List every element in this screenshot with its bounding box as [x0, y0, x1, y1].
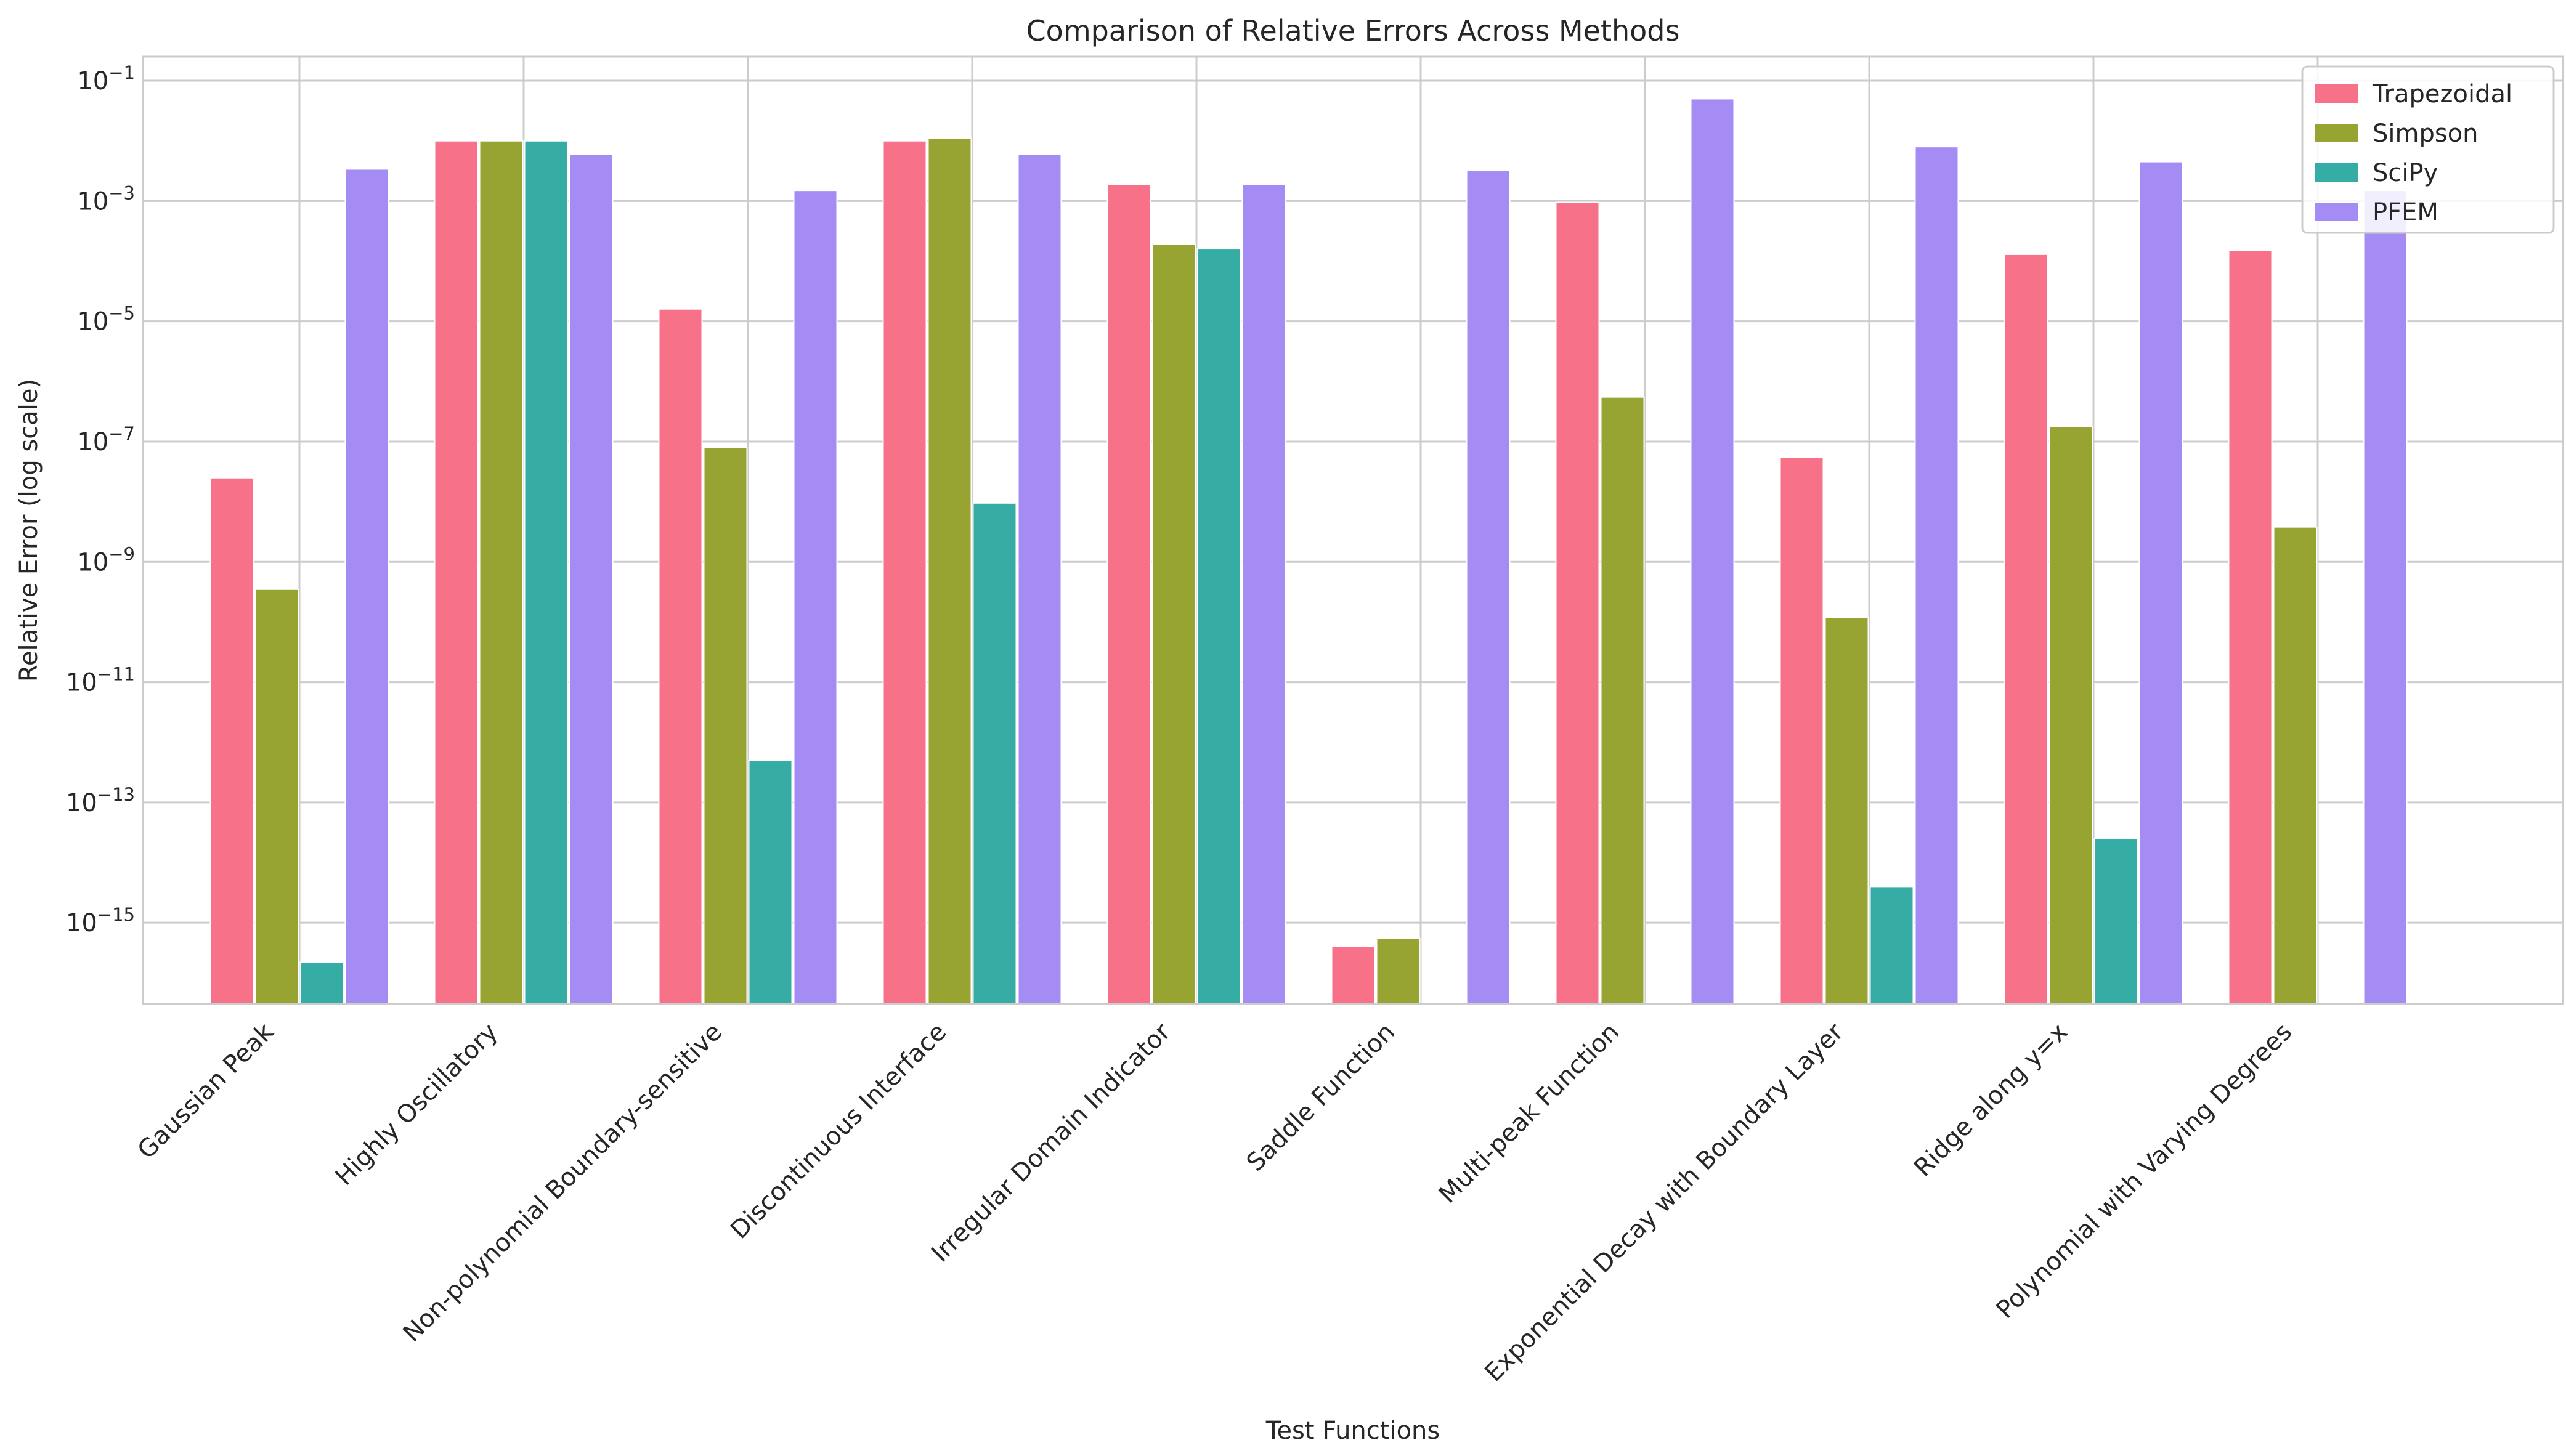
y-tick-exponent: −1 [108, 62, 135, 83]
legend-swatch-simpson [2315, 124, 2358, 142]
legend: Trapezoidal Simpson SciPy PFEM [2301, 65, 2555, 234]
bar-trapezoidal [1331, 946, 1376, 1005]
bar-pfem [793, 190, 838, 1005]
bar-simpson [1151, 243, 1196, 1005]
bar-pfem [2138, 161, 2183, 1005]
y-tick-exponent: −13 [97, 784, 135, 805]
bar-trapezoidal [209, 477, 254, 1005]
legend-label: Trapezoidal [2372, 80, 2512, 108]
bar-scipy [748, 759, 793, 1005]
y-tick-label: 10−7 [77, 423, 135, 456]
bar-simpson [1376, 937, 1421, 1005]
y-tick-label: 10−11 [66, 664, 135, 697]
bar-scipy [299, 961, 344, 1005]
y-tick-label: 10−1 [77, 62, 135, 95]
bar-scipy [2093, 838, 2138, 1005]
y-tick-base: 10 [77, 67, 108, 95]
bar-trapezoidal [882, 140, 927, 1005]
y-tick-exponent: −11 [97, 664, 135, 685]
bar-trapezoidal [658, 308, 703, 1005]
y-tick-base: 10 [66, 909, 97, 937]
y-tick-base: 10 [77, 308, 108, 336]
bar-simpson [927, 137, 972, 1005]
y-axis-label: Relative Error (log scale) [15, 379, 43, 682]
x-axis-label: Test Functions [1265, 1417, 1440, 1445]
y-tick-exponent: −9 [108, 543, 135, 564]
legend-label: SciPy [2373, 159, 2438, 187]
bar-trapezoidal [2228, 249, 2273, 1005]
bar-pfem [1690, 98, 1735, 1005]
y-tick-label: 10−9 [77, 543, 135, 576]
y-tick-exponent: −5 [108, 303, 135, 324]
bar-simpson [2273, 526, 2318, 1005]
bars [209, 98, 2408, 1005]
bar-simpson [703, 447, 748, 1005]
bar-trapezoidal [1555, 201, 1600, 1005]
bar-simpson [1600, 396, 1645, 1005]
bar-trapezoidal [1779, 456, 1824, 1005]
legend-swatch-pfem [2315, 203, 2358, 221]
bar-scipy [1196, 248, 1241, 1005]
y-tick-label: 10−5 [77, 303, 135, 336]
bar-pfem [569, 153, 614, 1005]
y-tick-label: 10−3 [77, 182, 135, 216]
y-tick-label: 10−13 [66, 784, 135, 817]
bar-pfem [1241, 184, 1286, 1005]
bar-simpson [1824, 617, 1869, 1005]
bar-simpson [479, 140, 524, 1005]
plot-frame [142, 55, 2564, 1005]
y-tick-base: 10 [66, 789, 97, 817]
bar-scipy [972, 502, 1017, 1005]
bar-trapezoidal [2004, 253, 2048, 1005]
legend-label: PFEM [2373, 198, 2438, 227]
bar-pfem [2363, 190, 2408, 1005]
legend-swatch-trapezoidal [2315, 84, 2358, 103]
bar-pfem [1466, 170, 1511, 1005]
bar-trapezoidal [1106, 184, 1151, 1005]
bar-trapezoidal [434, 140, 479, 1005]
bar-pfem [1017, 153, 1062, 1005]
y-tick-base: 10 [77, 187, 108, 216]
y-tick-exponent: −7 [108, 423, 135, 444]
y-tick-label: 10−15 [66, 904, 135, 937]
legend-label: Simpson [2373, 119, 2479, 148]
bar-simpson [254, 588, 299, 1005]
y-tick-base: 10 [77, 548, 108, 576]
bar-pfem [1914, 146, 1959, 1005]
chart-title: Comparison of Relative Errors Across Met… [1026, 14, 1680, 47]
legend-swatch-scipy [2315, 163, 2358, 182]
bar-scipy [524, 140, 569, 1005]
bar-pfem [344, 168, 389, 1005]
y-tick-base: 10 [77, 428, 108, 456]
y-tick-base: 10 [66, 669, 97, 697]
legend-box [2301, 65, 2555, 234]
bar-scipy [1869, 886, 1914, 1005]
y-tick-exponent: −3 [108, 182, 135, 203]
bar-simpson [2048, 426, 2093, 1005]
y-tick-exponent: −15 [97, 904, 135, 925]
